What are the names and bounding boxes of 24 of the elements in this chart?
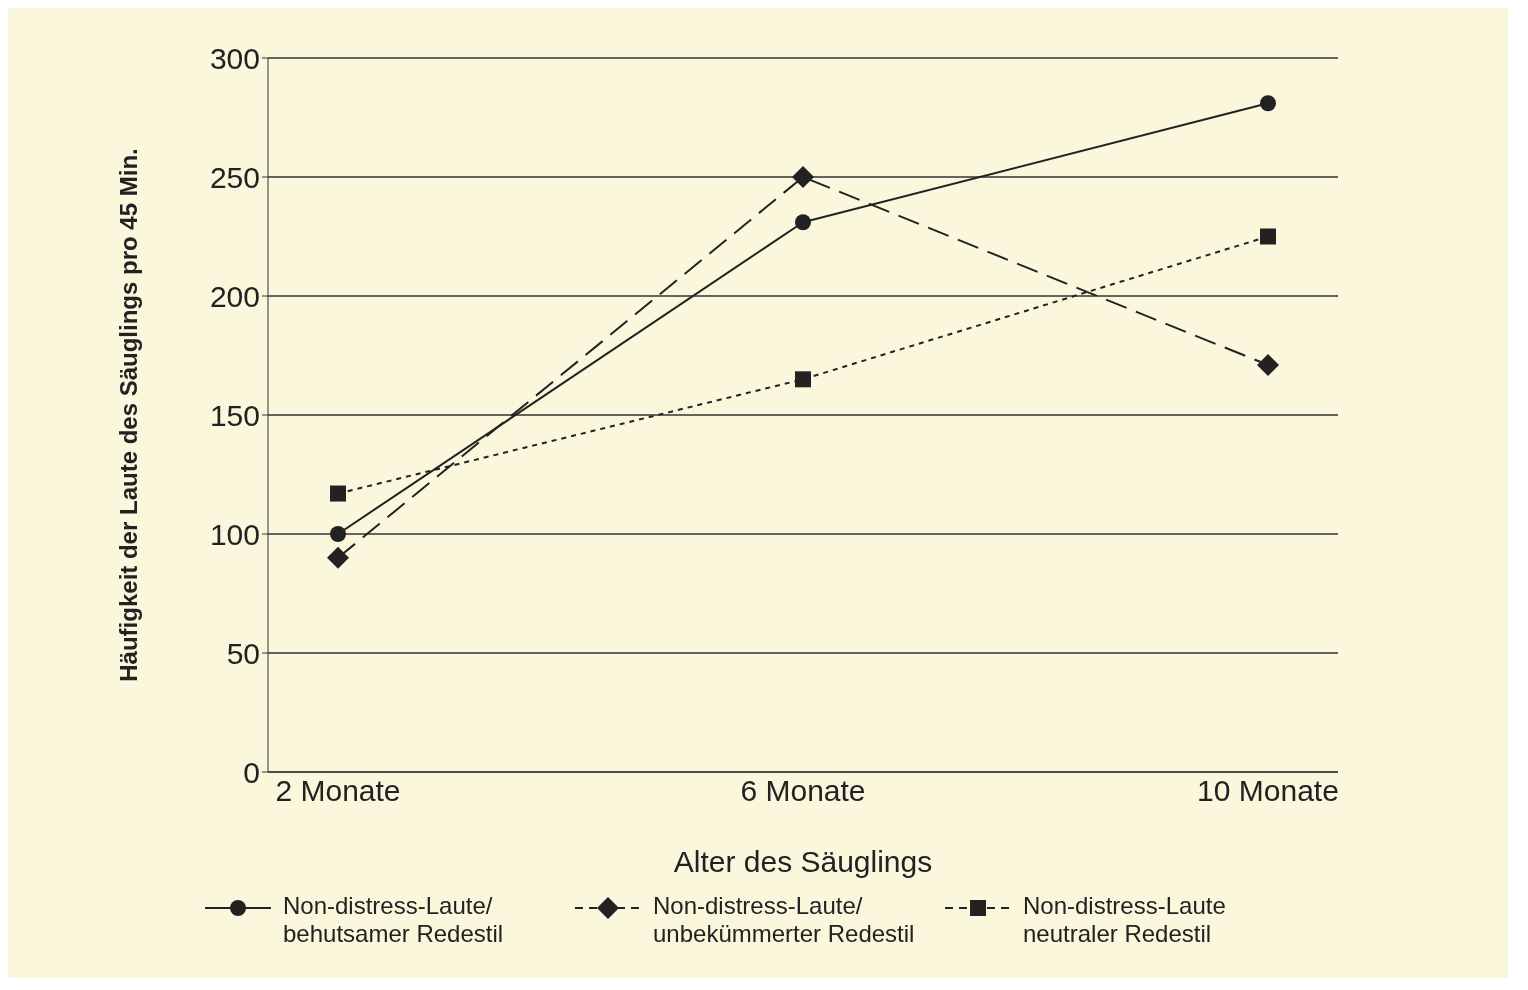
point <box>1260 95 1276 112</box>
x-axis-title: Alter des Säuglings <box>673 845 933 878</box>
x-tick-label: 10 Monate <box>1197 774 1339 808</box>
y-tick-label: 300 <box>209 41 260 75</box>
point <box>1257 354 1279 377</box>
y-tick-label: 150 <box>209 398 260 432</box>
point <box>327 546 349 569</box>
x-tick-label: 6 Monate <box>740 774 866 808</box>
point <box>330 485 346 502</box>
legend-label: Non-distress-Laute/ behutsamer Redestil <box>283 892 505 948</box>
y-tick-label: 200 <box>209 279 260 313</box>
point <box>330 526 346 542</box>
y-tick-label: 100 <box>209 517 260 551</box>
y-tick-label: 250 <box>209 160 260 194</box>
legend-label: Non-distress-Laute neutraler Redestil <box>1023 892 1227 948</box>
point <box>792 166 814 188</box>
point <box>795 371 811 388</box>
legend-label: Non-distress-Laute/ unbekümmerter Redestil <box>653 892 916 948</box>
x-tick-label: 2 Monate <box>275 774 401 808</box>
y-tick-label: 50 <box>226 636 260 670</box>
y-tick-label: 0 <box>243 755 260 789</box>
point <box>1260 228 1276 245</box>
point <box>795 214 811 231</box>
y-axis-title: Häufigkeit der Laute des Säuglings pro 45 Min. <box>114 148 142 682</box>
